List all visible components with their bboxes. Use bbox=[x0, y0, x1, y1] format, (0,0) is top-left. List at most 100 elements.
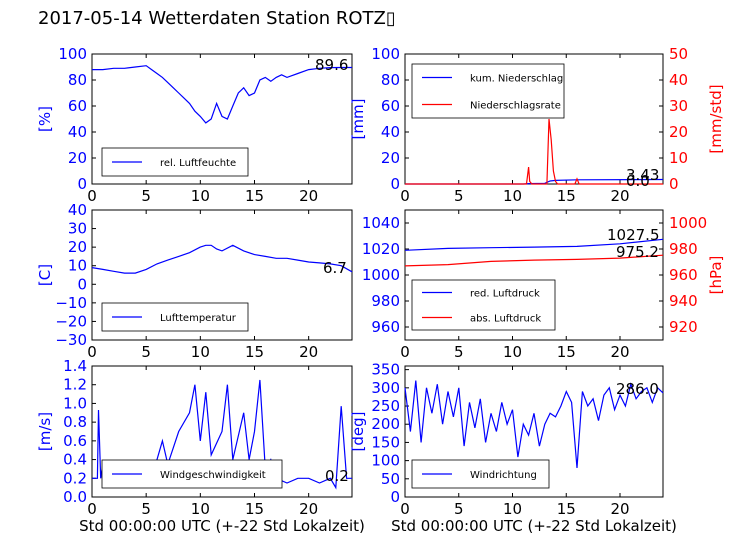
legend-label: red. Luftdruck bbox=[470, 289, 540, 300]
y-right-tick-label: 20 bbox=[669, 123, 688, 141]
y-tick-label: 1.0 bbox=[63, 394, 87, 412]
y-right-tick-label: 50 bbox=[669, 45, 688, 63]
y-right-tick-label: 940 bbox=[669, 292, 698, 310]
y-tick-label: 300 bbox=[371, 379, 400, 397]
x-tick-label: 20 bbox=[610, 187, 629, 205]
x-tick-label: 10 bbox=[503, 343, 522, 361]
y-tick-label: 60 bbox=[381, 97, 400, 115]
legend-label: Niederschlagsrate bbox=[470, 101, 561, 112]
x-tick-label: 5 bbox=[454, 500, 464, 518]
legend-label: rel. Luftfeuchte bbox=[160, 158, 236, 169]
y-tick-label: 960 bbox=[371, 318, 400, 336]
y-tick-label: −20 bbox=[55, 312, 87, 330]
y-tick-label: 40 bbox=[381, 123, 400, 141]
x-tick-label: 20 bbox=[299, 343, 318, 361]
x-tick-label: 15 bbox=[557, 500, 576, 518]
x-tick-label: 10 bbox=[503, 500, 522, 518]
y-tick-label: 980 bbox=[371, 292, 400, 310]
y-tick-label: −30 bbox=[55, 331, 87, 349]
x-axis-label: Std 00:00:00 UTC (+-22 Std Lokalzeit) bbox=[391, 517, 677, 535]
value-annotation: 0.2 bbox=[325, 467, 349, 485]
x-tick-label: 20 bbox=[299, 500, 318, 518]
y-tick-label: 60 bbox=[68, 97, 87, 115]
y-tick-label: 100 bbox=[371, 452, 400, 470]
y-right-tick-label: 980 bbox=[669, 240, 698, 258]
x-tick-label: 0 bbox=[400, 343, 410, 361]
y-tick-label: 20 bbox=[68, 238, 87, 256]
x-tick-label: 5 bbox=[141, 187, 151, 205]
series-line-pressure-1 bbox=[404, 254, 664, 267]
x-tick-label: 15 bbox=[245, 343, 264, 361]
y-right-tick-label: 10 bbox=[669, 149, 688, 167]
x-tick-label: 0 bbox=[400, 500, 410, 518]
x-tick-label: 5 bbox=[141, 343, 151, 361]
x-tick-label: 10 bbox=[191, 187, 210, 205]
series-line-wind_direction-0 bbox=[404, 380, 664, 468]
y-tick-label: 0.2 bbox=[63, 469, 87, 487]
y-tick-label: 80 bbox=[381, 71, 400, 89]
x-tick-label: 10 bbox=[191, 343, 210, 361]
y-tick-label: 350 bbox=[371, 361, 400, 379]
legend-box-rain bbox=[411, 63, 565, 119]
y-tick-label: 0 bbox=[390, 175, 400, 193]
value-annotation: 975.2 bbox=[616, 243, 659, 261]
y-right-tick-label: 0 bbox=[669, 175, 679, 193]
y-tick-label: 250 bbox=[371, 397, 400, 415]
y-axis-label: [C] bbox=[36, 264, 54, 286]
value-annotation: 3.43 bbox=[626, 166, 659, 184]
series-line-pressure-0 bbox=[404, 238, 664, 251]
y-axis-label: [m/s] bbox=[36, 412, 54, 451]
legend-box-pressure bbox=[411, 279, 556, 331]
y-right-tick-label: 30 bbox=[669, 97, 688, 115]
value-annotation: 286.0 bbox=[616, 380, 659, 398]
y-right-tick-label: 40 bbox=[669, 71, 688, 89]
x-tick-label: 20 bbox=[299, 187, 318, 205]
x-axis-label: Std 00:00:00 UTC (+-22 Std Lokalzeit) bbox=[79, 517, 365, 535]
y-tick-label: 30 bbox=[68, 220, 87, 238]
y-tick-label: 10 bbox=[68, 257, 87, 275]
x-tick-label: 15 bbox=[557, 187, 576, 205]
y-tick-label: 20 bbox=[68, 149, 87, 167]
y-right-tick-label: 960 bbox=[669, 266, 698, 284]
y-tick-label: 1040 bbox=[362, 214, 400, 232]
x-tick-label: 5 bbox=[454, 187, 464, 205]
y-tick-label: 0.6 bbox=[63, 432, 87, 450]
y-tick-label: 0 bbox=[390, 488, 400, 506]
y-tick-label: 150 bbox=[371, 433, 400, 451]
y-right-axis-label: [mm/std] bbox=[707, 84, 725, 153]
y-tick-label: 100 bbox=[58, 45, 87, 63]
x-tick-label: 15 bbox=[557, 343, 576, 361]
page-title: 2017-05-14 Wetterdaten Station ROTZ▯ bbox=[38, 8, 396, 29]
y-axis-label: [mm] bbox=[349, 99, 367, 140]
series-line-temperature-0 bbox=[91, 244, 353, 274]
x-tick-label: 15 bbox=[245, 500, 264, 518]
value-annotation: 89.6 bbox=[315, 56, 348, 74]
legend-label: kum. Niederschlag bbox=[470, 74, 563, 85]
y-tick-label: −10 bbox=[55, 294, 87, 312]
legend-label: Windgeschwindigkeit bbox=[160, 470, 266, 481]
legend-label: Windrichtung bbox=[470, 470, 537, 481]
value-annotation: 1027.5 bbox=[607, 226, 660, 244]
x-tick-label: 10 bbox=[191, 500, 210, 518]
legend-label: abs. Luftdruck bbox=[470, 314, 541, 325]
y-axis-label: [deg] bbox=[349, 412, 367, 452]
x-tick-label: 0 bbox=[87, 187, 97, 205]
y-tick-label: 50 bbox=[381, 470, 400, 488]
x-tick-label: 5 bbox=[141, 500, 151, 518]
y-tick-label: 0.8 bbox=[63, 413, 87, 431]
y-tick-label: 1.2 bbox=[63, 376, 87, 394]
x-tick-label: 0 bbox=[400, 187, 410, 205]
x-tick-label: 5 bbox=[454, 343, 464, 361]
y-right-axis-label: [hPa] bbox=[707, 256, 725, 295]
value-annotation: 6.7 bbox=[323, 259, 347, 277]
series-line-humidity-0 bbox=[92, 65, 352, 124]
value-annotation: 0.0 bbox=[626, 172, 650, 190]
series-line-rain-1 bbox=[405, 118, 663, 185]
x-tick-label: 10 bbox=[503, 187, 522, 205]
x-tick-label: 0 bbox=[87, 343, 97, 361]
y-right-tick-label: 1000 bbox=[669, 214, 707, 232]
y-tick-label: 1.4 bbox=[63, 357, 87, 375]
x-tick-label: 20 bbox=[610, 343, 629, 361]
y-tick-label: 1020 bbox=[362, 240, 400, 258]
